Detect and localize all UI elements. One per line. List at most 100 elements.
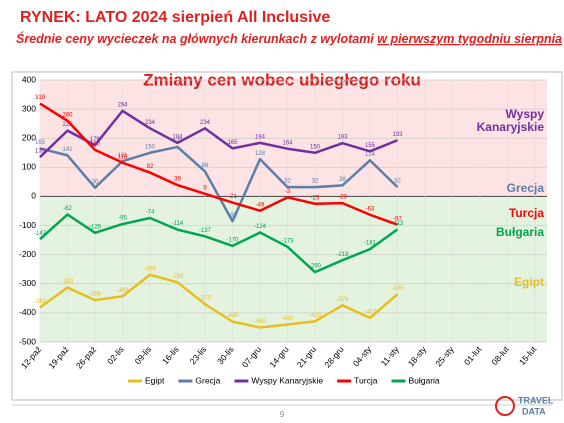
x-tick-label: 07-gru bbox=[240, 344, 264, 369]
y-tick-label: 200 bbox=[22, 132, 36, 142]
data-label: 165 bbox=[35, 140, 46, 146]
series-annotation: Grecja bbox=[506, 181, 544, 195]
data-label: -356 bbox=[89, 292, 102, 298]
data-label: 121 bbox=[117, 153, 128, 159]
data-label: -125 bbox=[89, 224, 102, 230]
data-label: 319 bbox=[35, 95, 46, 101]
y-tick-label: -500 bbox=[19, 336, 36, 346]
data-label: -417 bbox=[364, 309, 377, 315]
data-label: 260 bbox=[62, 112, 73, 118]
x-tick-label: 04-sty bbox=[351, 344, 374, 369]
data-label: 82 bbox=[147, 164, 154, 170]
data-label: 135 bbox=[35, 149, 46, 155]
page-number: 9 bbox=[280, 410, 285, 419]
x-tick-label: 08-lut bbox=[489, 344, 511, 367]
data-label: 165 bbox=[227, 140, 238, 146]
series-annotation: Turcja bbox=[508, 206, 544, 220]
data-label: 184 bbox=[172, 134, 183, 140]
data-label: -370 bbox=[199, 296, 212, 302]
y-tick-label: 100 bbox=[22, 162, 36, 172]
data-label: -170 bbox=[226, 238, 239, 244]
data-label: 150 bbox=[145, 144, 156, 150]
series-line bbox=[39, 273, 399, 329]
data-label: -374 bbox=[336, 297, 349, 303]
data-label: 32 bbox=[312, 179, 319, 185]
data-label: -23 bbox=[338, 195, 347, 201]
x-tick-label: 18-sty bbox=[406, 344, 429, 369]
data-label: -313 bbox=[61, 279, 74, 285]
data-label: 184 bbox=[255, 134, 266, 140]
data-label: -181 bbox=[364, 241, 377, 247]
data-label: -147 bbox=[34, 231, 47, 237]
slide-subtitle: Średnie ceny wycieczek na głównych kieru… bbox=[16, 31, 562, 46]
data-label: -336 bbox=[391, 286, 404, 292]
subtitle-underlined: w pierwszym tygodniu sierpnia bbox=[377, 32, 562, 46]
series-line bbox=[39, 213, 399, 274]
data-label: -260 bbox=[309, 264, 322, 270]
logo-icon bbox=[495, 396, 515, 416]
y-tick-label: 400 bbox=[22, 74, 36, 84]
y-tick-label: -200 bbox=[19, 249, 36, 259]
data-label: -343 bbox=[116, 288, 129, 294]
series-annotation: Bułgaria bbox=[495, 225, 544, 239]
data-label: 124 bbox=[365, 152, 376, 158]
data-label: 234 bbox=[200, 120, 211, 126]
data-label: -3 bbox=[285, 189, 291, 195]
legend-label: Turcja bbox=[354, 375, 378, 385]
x-tick-label: 19-paź bbox=[46, 344, 70, 370]
data-label: 141 bbox=[62, 147, 73, 153]
data-label: -25 bbox=[311, 195, 320, 201]
y-tick-label: -400 bbox=[19, 307, 36, 317]
chart-frame bbox=[11, 71, 563, 401]
data-label: 9 bbox=[203, 185, 207, 191]
data-label: 116 bbox=[118, 154, 128, 160]
data-label: 164 bbox=[282, 140, 293, 146]
legend-label: Grecja bbox=[195, 375, 220, 385]
data-label: -430 bbox=[226, 313, 239, 319]
data-label: -63 bbox=[366, 206, 375, 212]
data-label: -219 bbox=[336, 252, 349, 258]
data-label: 30 bbox=[92, 179, 99, 185]
x-tick-label: 11-sty bbox=[379, 344, 402, 368]
legend-label: Bułgaria bbox=[408, 375, 439, 385]
data-label: -95 bbox=[118, 216, 127, 222]
data-label: -450 bbox=[254, 319, 267, 325]
x-tick-label: 02-lis bbox=[105, 344, 126, 366]
y-tick-label: 300 bbox=[22, 103, 36, 113]
x-tick-label: 28-gru bbox=[322, 344, 346, 369]
data-label: 150 bbox=[310, 144, 321, 150]
data-label: -124 bbox=[254, 224, 267, 230]
x-tick-label: 09-lis bbox=[133, 344, 154, 366]
data-label: 294 bbox=[117, 102, 128, 108]
data-label: 32 bbox=[394, 179, 401, 185]
data-label: -97 bbox=[393, 216, 402, 222]
data-label: -269 bbox=[144, 266, 157, 272]
series-line bbox=[39, 109, 398, 159]
data-label: -49 bbox=[256, 202, 265, 208]
data-label: -62 bbox=[63, 206, 72, 212]
series-line bbox=[39, 102, 398, 226]
x-tick-label: 14-gru bbox=[267, 344, 291, 369]
data-label: 226 bbox=[62, 122, 73, 128]
x-tick-label: 25-sty bbox=[433, 344, 456, 369]
data-label: -381 bbox=[34, 299, 47, 305]
y-tick-label: 0 bbox=[31, 191, 36, 201]
data-label: 38 bbox=[339, 177, 346, 183]
x-tick-label: 23-lis bbox=[188, 344, 209, 366]
x-tick-label: 01-lut bbox=[462, 344, 484, 367]
data-label: 155 bbox=[365, 143, 376, 149]
series-line bbox=[39, 145, 399, 223]
data-label: 193 bbox=[392, 132, 403, 138]
data-label: 86 bbox=[202, 163, 209, 169]
series-annotation: Egipt bbox=[514, 275, 544, 289]
data-label: -114 bbox=[172, 221, 184, 227]
slide-title: RYNEK: LATO 2024 sierpień All Inclusive bbox=[20, 9, 330, 26]
data-label: -440 bbox=[281, 316, 294, 322]
logo-top: TRAVEL bbox=[518, 395, 554, 405]
data-label: -74 bbox=[146, 210, 155, 216]
data-label: 183 bbox=[337, 135, 348, 141]
data-label: -137 bbox=[199, 228, 212, 234]
data-label: -295 bbox=[171, 274, 184, 280]
series-annotation: Wyspy Kanaryjskie bbox=[476, 107, 544, 134]
